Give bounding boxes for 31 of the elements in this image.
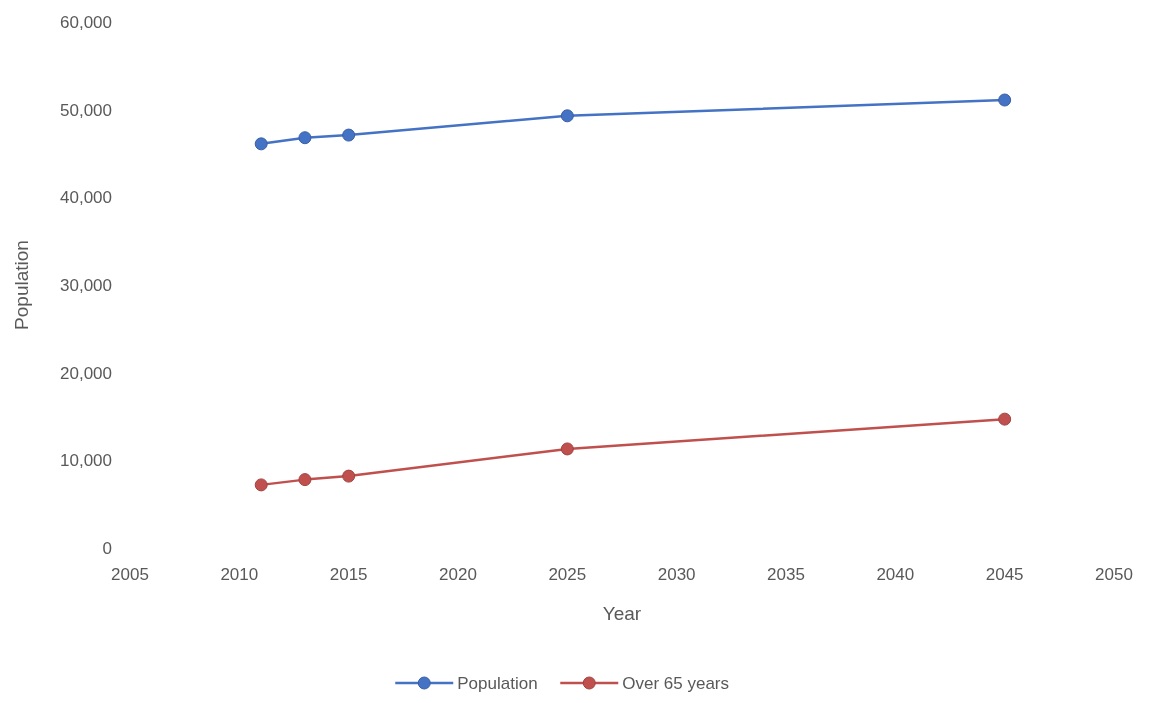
- point: [298, 473, 312, 487]
- x-tick-label: 2050: [1095, 565, 1133, 584]
- y-tick-label: 20,000: [60, 363, 112, 383]
- legend-label: Over 65 years: [622, 673, 730, 693]
- y-tick-label: 0: [102, 538, 112, 558]
- y-tick-label: 10,000: [60, 451, 112, 471]
- legend-label: Population: [457, 673, 538, 693]
- x-axis-title: Year: [602, 603, 642, 624]
- point: [254, 478, 268, 492]
- x-tick-label: 2035: [767, 565, 805, 584]
- x-tick-label: 2030: [657, 565, 696, 584]
- x-tick-label: 2025: [548, 565, 587, 584]
- point: [254, 137, 268, 151]
- point: [560, 109, 574, 123]
- y-axis-title: Population: [11, 240, 32, 330]
- point: [560, 442, 574, 456]
- point: [998, 412, 1012, 426]
- x-tick-label: 2040: [876, 565, 915, 584]
- point: [298, 131, 312, 145]
- x-tick-label: 2045: [985, 565, 1024, 584]
- y-tick-label: 30,000: [60, 275, 112, 295]
- point: [342, 469, 356, 483]
- x-tick-label: 2010: [220, 565, 259, 584]
- x-tick-label: 2005: [111, 565, 149, 584]
- y-tick-label: 60,000: [60, 12, 112, 32]
- point: [998, 93, 1012, 107]
- x-tick-label: 2015: [329, 565, 368, 584]
- point: [342, 128, 356, 142]
- y-tick-label: 40,000: [60, 188, 112, 208]
- y-tick-label: 50,000: [60, 100, 112, 120]
- x-tick-label: 2020: [439, 565, 477, 584]
